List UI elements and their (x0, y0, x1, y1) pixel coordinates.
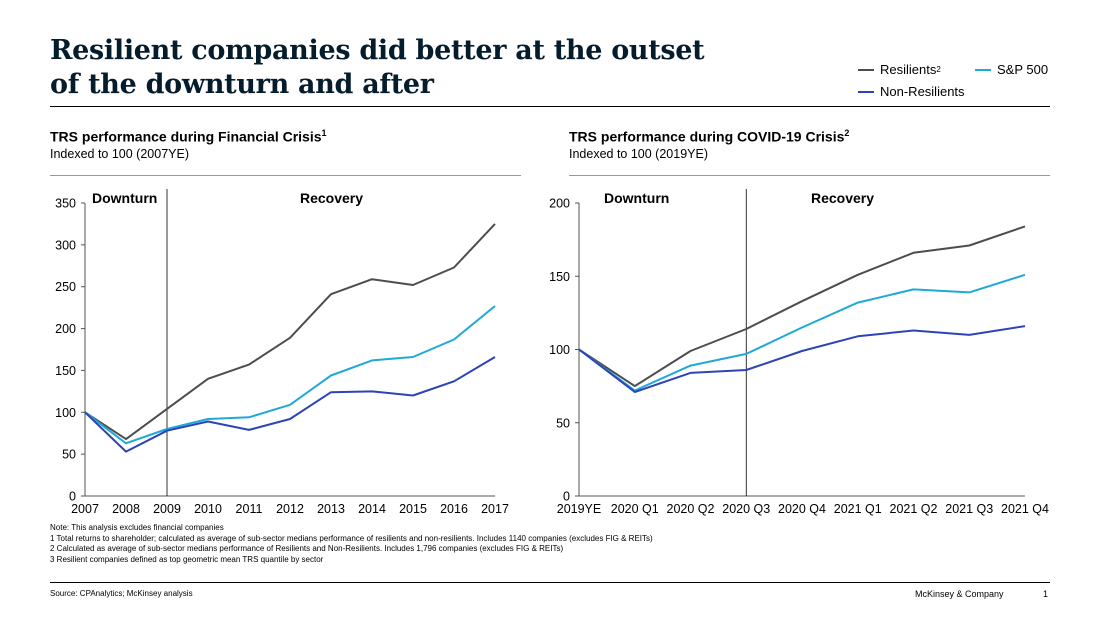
chart-2-line-non_resilients (578, 325, 1026, 393)
chart-1-line-resilients (84, 223, 496, 441)
chart-2-y-tick-label: 150 (549, 270, 570, 284)
chart-1-y-tick-label: 250 (55, 280, 76, 294)
legend-label-sp500: S&P 500 (997, 62, 1049, 77)
chart-1-y-tick-label: 200 (55, 322, 76, 336)
company-name: McKinsey & Company (915, 589, 1004, 599)
legend-swatch-resilients (858, 68, 874, 71)
legend-item-non-resilients: Non-Resilients (858, 84, 965, 99)
chart-1-x-tick-label: 2009 (153, 502, 181, 516)
chart-1-phase-label-downturn: Downturn (92, 190, 157, 206)
page-title: Resilient companies did better at the ou… (50, 34, 730, 102)
source-text: Source: CPAnalytics; McKinsey analysis (50, 589, 193, 598)
chart-1-y-tick-label: 150 (55, 364, 76, 378)
chart-2-x-tick-label: 2021 Q1 (834, 502, 882, 516)
legend-item-resilients: Resilients 2 (858, 62, 941, 77)
chart-2-x-tick-label: 2020 Q2 (667, 502, 715, 516)
footnote-3: 3 Resilient companies defined as top geo… (50, 554, 324, 564)
legend-label-non-resilients: Non-Resilients (880, 84, 965, 99)
chart-1-y-tick-label: 50 (62, 448, 76, 462)
chart-2-x-tick-label: 2019YE (557, 502, 601, 516)
chart-2-title-footnote: 2 (844, 128, 850, 138)
chart-1-x-tick-label: 2010 (194, 502, 222, 516)
chart-1-x-tick-label: 2011 (236, 502, 263, 516)
legend-label-resilients: Resilients (880, 62, 937, 77)
chart-2-rule (569, 175, 1050, 176)
chart-2-line-sp500 (578, 273, 1026, 392)
header-divider (50, 106, 1050, 107)
legend-item-sp500: S&P 500 (975, 62, 1048, 77)
chart-2-x-tick-label: 2020 Q1 (611, 502, 659, 516)
chart-1-header: TRS performance during Financial Crisis1… (50, 128, 327, 161)
chart-2-header: TRS performance during COVID-19 Crisis2 … (569, 128, 849, 161)
chart-1-x-tick-label: 2007 (71, 502, 99, 516)
chart-2-y-tick-label: 0 (563, 490, 570, 504)
chart-2-y-tick-label: 100 (549, 343, 570, 357)
chart-2-phase-label-recovery: Recovery (811, 190, 874, 206)
legend-swatch-sp500 (975, 68, 991, 71)
chart-1-y-tick-label: 100 (55, 406, 76, 420)
chart-1-line-non_resilients (84, 356, 496, 453)
chart-1-rule (50, 175, 521, 176)
chart-1-phase-label-recovery: Recovery (300, 190, 363, 206)
chart-1-x-tick-label: 2012 (276, 502, 304, 516)
footnote-2: 2 Calculated as average of sub-sector me… (50, 544, 564, 553)
chart-1-y-tick-label: 350 (55, 197, 76, 211)
chart-1-title-text: TRS performance during Financial Crisis (50, 128, 322, 145)
legend-footnote-resilients: 2 (936, 65, 941, 74)
chart-1-y-tick-label: 0 (69, 490, 76, 504)
chart-1-x-tick-label: 2008 (112, 502, 140, 516)
legend-swatch-non-resilients (858, 90, 874, 93)
chart-2-y-tick-label: 50 (556, 416, 570, 430)
chart-2-x-tick-label: 2020 Q4 (778, 502, 826, 516)
chart-2-x-tick-label: 2021 Q2 (890, 502, 938, 516)
chart-2-title-text: TRS performance during COVID-19 Crisis (569, 128, 845, 145)
chart-2-y-tick-label: 200 (549, 197, 570, 211)
chart-2-x-tick-label: 2021 Q3 (945, 502, 993, 516)
footnotes: Note: This analysis excludes financial c… (50, 523, 730, 565)
page-title-line-1: Resilient companies did better at the ou… (50, 35, 705, 66)
chart-1-x-tick-label: 2016 (440, 502, 468, 516)
chart-1-line-sp500 (84, 305, 496, 445)
chart-1-x-tick-label: 2014 (358, 502, 386, 516)
chart-1-y-tick-label: 300 (55, 238, 76, 252)
chart-1-title: TRS performance during Financial Crisis1 (50, 128, 327, 145)
chart-1-x-tick-label: 2013 (317, 502, 345, 516)
chart-2-phase-label-downturn: Downturn (604, 190, 669, 206)
footer-divider (50, 582, 1050, 583)
chart-1-title-footnote: 1 (321, 128, 327, 138)
page-number: 1 (1043, 589, 1049, 599)
chart-2-x-tick-label: 2021 Q4 (1001, 502, 1049, 516)
footnote-note: Note: This analysis excludes financial c… (50, 523, 224, 532)
chart-2-x-tick-label: 2020 Q3 (722, 502, 770, 516)
chart-2-title: TRS performance during COVID-19 Crisis2 (569, 128, 849, 145)
chart-1-x-tick-label: 2017 (481, 502, 509, 516)
chart-1-subtitle: Indexed to 100 (2007YE) (50, 146, 189, 161)
footnote-1: 1 Total returns to shareholder; calculat… (50, 533, 653, 543)
page-title-line-2: of the downturn and after (50, 69, 434, 100)
chart-1-x-tick-label: 2015 (399, 502, 427, 516)
chart-2-subtitle: Indexed to 100 (2019YE) (569, 146, 708, 161)
chart-2-line-resilients (578, 225, 1026, 388)
